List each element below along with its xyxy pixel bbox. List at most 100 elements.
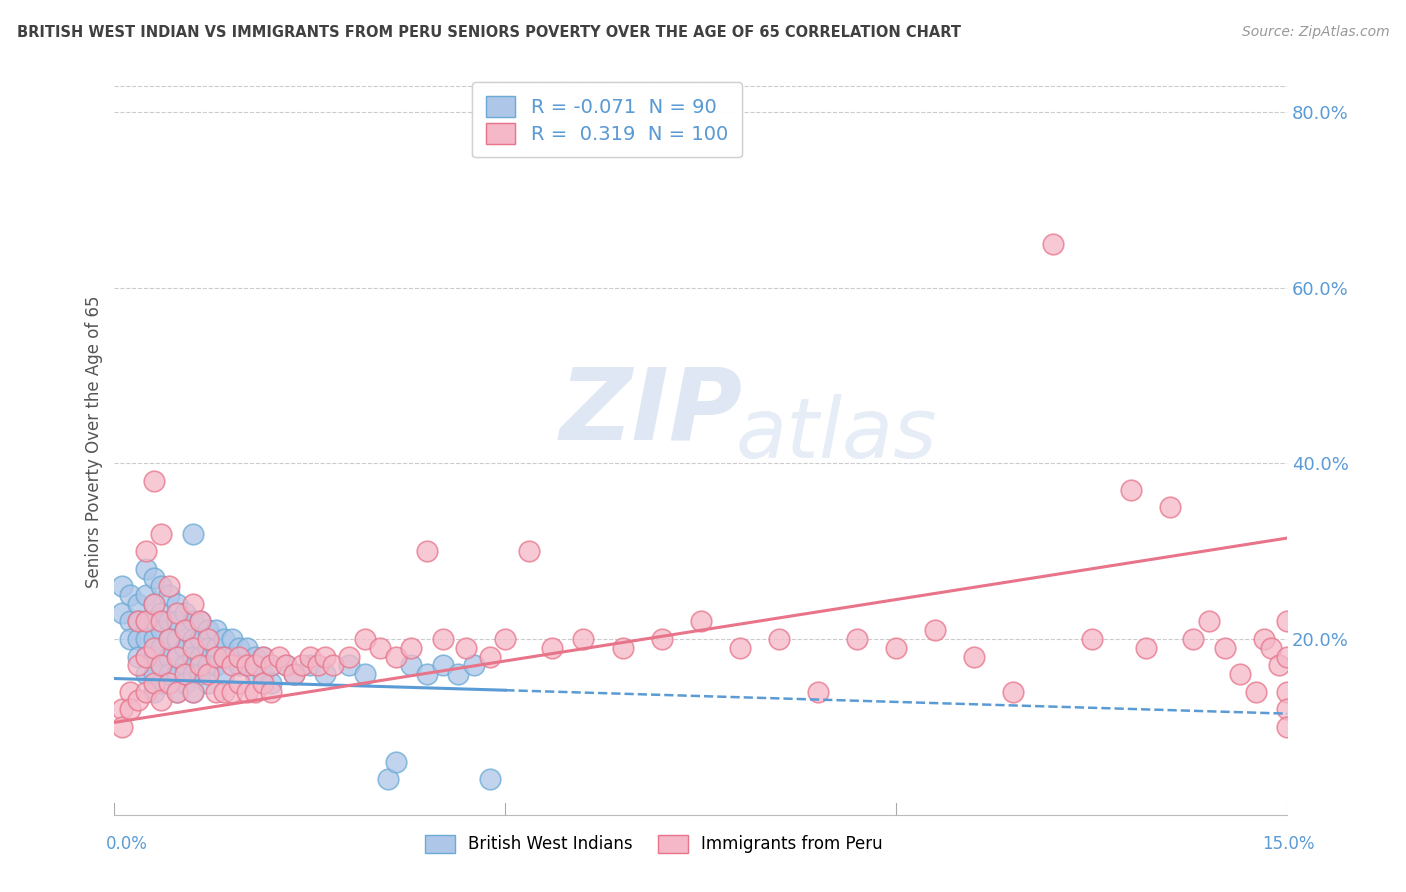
Point bbox=[768, 632, 790, 646]
Point bbox=[1182, 632, 1205, 646]
Point bbox=[190, 615, 212, 629]
Point bbox=[142, 640, 165, 655]
Point bbox=[173, 667, 195, 681]
Point bbox=[181, 632, 204, 646]
Point bbox=[190, 658, 212, 673]
Point bbox=[1042, 237, 1064, 252]
Point bbox=[846, 632, 869, 646]
Point bbox=[142, 597, 165, 611]
Point bbox=[416, 667, 439, 681]
Point bbox=[166, 667, 188, 681]
Point bbox=[884, 640, 907, 655]
Point bbox=[173, 640, 195, 655]
Point bbox=[166, 684, 188, 698]
Point bbox=[1080, 632, 1102, 646]
Point bbox=[166, 597, 188, 611]
Point bbox=[127, 658, 149, 673]
Point bbox=[1275, 720, 1298, 734]
Point bbox=[150, 615, 173, 629]
Point bbox=[252, 667, 274, 681]
Point bbox=[228, 649, 250, 664]
Point bbox=[353, 667, 375, 681]
Point bbox=[142, 667, 165, 681]
Point bbox=[447, 667, 470, 681]
Text: BRITISH WEST INDIAN VS IMMIGRANTS FROM PERU SENIORS POVERTY OVER THE AGE OF 65 C: BRITISH WEST INDIAN VS IMMIGRANTS FROM P… bbox=[17, 25, 960, 40]
Text: atlas: atlas bbox=[735, 393, 938, 475]
Point bbox=[651, 632, 673, 646]
Point bbox=[197, 667, 219, 681]
Point bbox=[142, 684, 165, 698]
Point bbox=[228, 658, 250, 673]
Point bbox=[572, 632, 595, 646]
Point bbox=[150, 579, 173, 593]
Point bbox=[236, 658, 259, 673]
Point bbox=[135, 588, 157, 602]
Point bbox=[298, 649, 321, 664]
Point bbox=[283, 667, 305, 681]
Point bbox=[1275, 702, 1298, 716]
Point bbox=[173, 658, 195, 673]
Point bbox=[1244, 684, 1267, 698]
Point bbox=[377, 772, 399, 787]
Point bbox=[150, 693, 173, 707]
Point bbox=[205, 624, 228, 638]
Point bbox=[166, 632, 188, 646]
Point bbox=[166, 649, 188, 664]
Point bbox=[212, 649, 235, 664]
Point bbox=[157, 588, 180, 602]
Point bbox=[157, 579, 180, 593]
Point bbox=[1275, 615, 1298, 629]
Point bbox=[173, 606, 195, 620]
Point bbox=[135, 615, 157, 629]
Point bbox=[150, 640, 173, 655]
Point bbox=[298, 658, 321, 673]
Point bbox=[166, 649, 188, 664]
Point bbox=[322, 658, 344, 673]
Point bbox=[807, 684, 830, 698]
Point bbox=[135, 649, 157, 664]
Point bbox=[111, 720, 134, 734]
Point bbox=[127, 632, 149, 646]
Point bbox=[142, 649, 165, 664]
Point bbox=[212, 649, 235, 664]
Point bbox=[283, 667, 305, 681]
Point bbox=[221, 684, 243, 698]
Point bbox=[190, 649, 212, 664]
Point bbox=[1229, 667, 1251, 681]
Point bbox=[157, 676, 180, 690]
Point bbox=[135, 632, 157, 646]
Point bbox=[173, 624, 195, 638]
Point bbox=[166, 606, 188, 620]
Point bbox=[1002, 684, 1025, 698]
Point bbox=[166, 684, 188, 698]
Point bbox=[127, 597, 149, 611]
Point bbox=[221, 632, 243, 646]
Point bbox=[252, 649, 274, 664]
Point bbox=[135, 615, 157, 629]
Point bbox=[228, 676, 250, 690]
Point bbox=[276, 658, 298, 673]
Point bbox=[190, 632, 212, 646]
Point bbox=[205, 640, 228, 655]
Text: Source: ZipAtlas.com: Source: ZipAtlas.com bbox=[1241, 25, 1389, 39]
Point bbox=[197, 640, 219, 655]
Point bbox=[118, 702, 141, 716]
Point bbox=[150, 676, 173, 690]
Point bbox=[205, 649, 228, 664]
Point bbox=[612, 640, 634, 655]
Point bbox=[315, 649, 337, 664]
Point bbox=[385, 649, 408, 664]
Point bbox=[243, 667, 266, 681]
Legend: R = -0.071  N = 90, R =  0.319  N = 100: R = -0.071 N = 90, R = 0.319 N = 100 bbox=[472, 82, 741, 157]
Point bbox=[142, 571, 165, 585]
Point bbox=[267, 649, 290, 664]
Point bbox=[166, 615, 188, 629]
Point bbox=[353, 632, 375, 646]
Point bbox=[190, 667, 212, 681]
Point bbox=[197, 676, 219, 690]
Point bbox=[212, 684, 235, 698]
Point bbox=[181, 526, 204, 541]
Point bbox=[142, 474, 165, 488]
Point bbox=[111, 606, 134, 620]
Point bbox=[432, 658, 454, 673]
